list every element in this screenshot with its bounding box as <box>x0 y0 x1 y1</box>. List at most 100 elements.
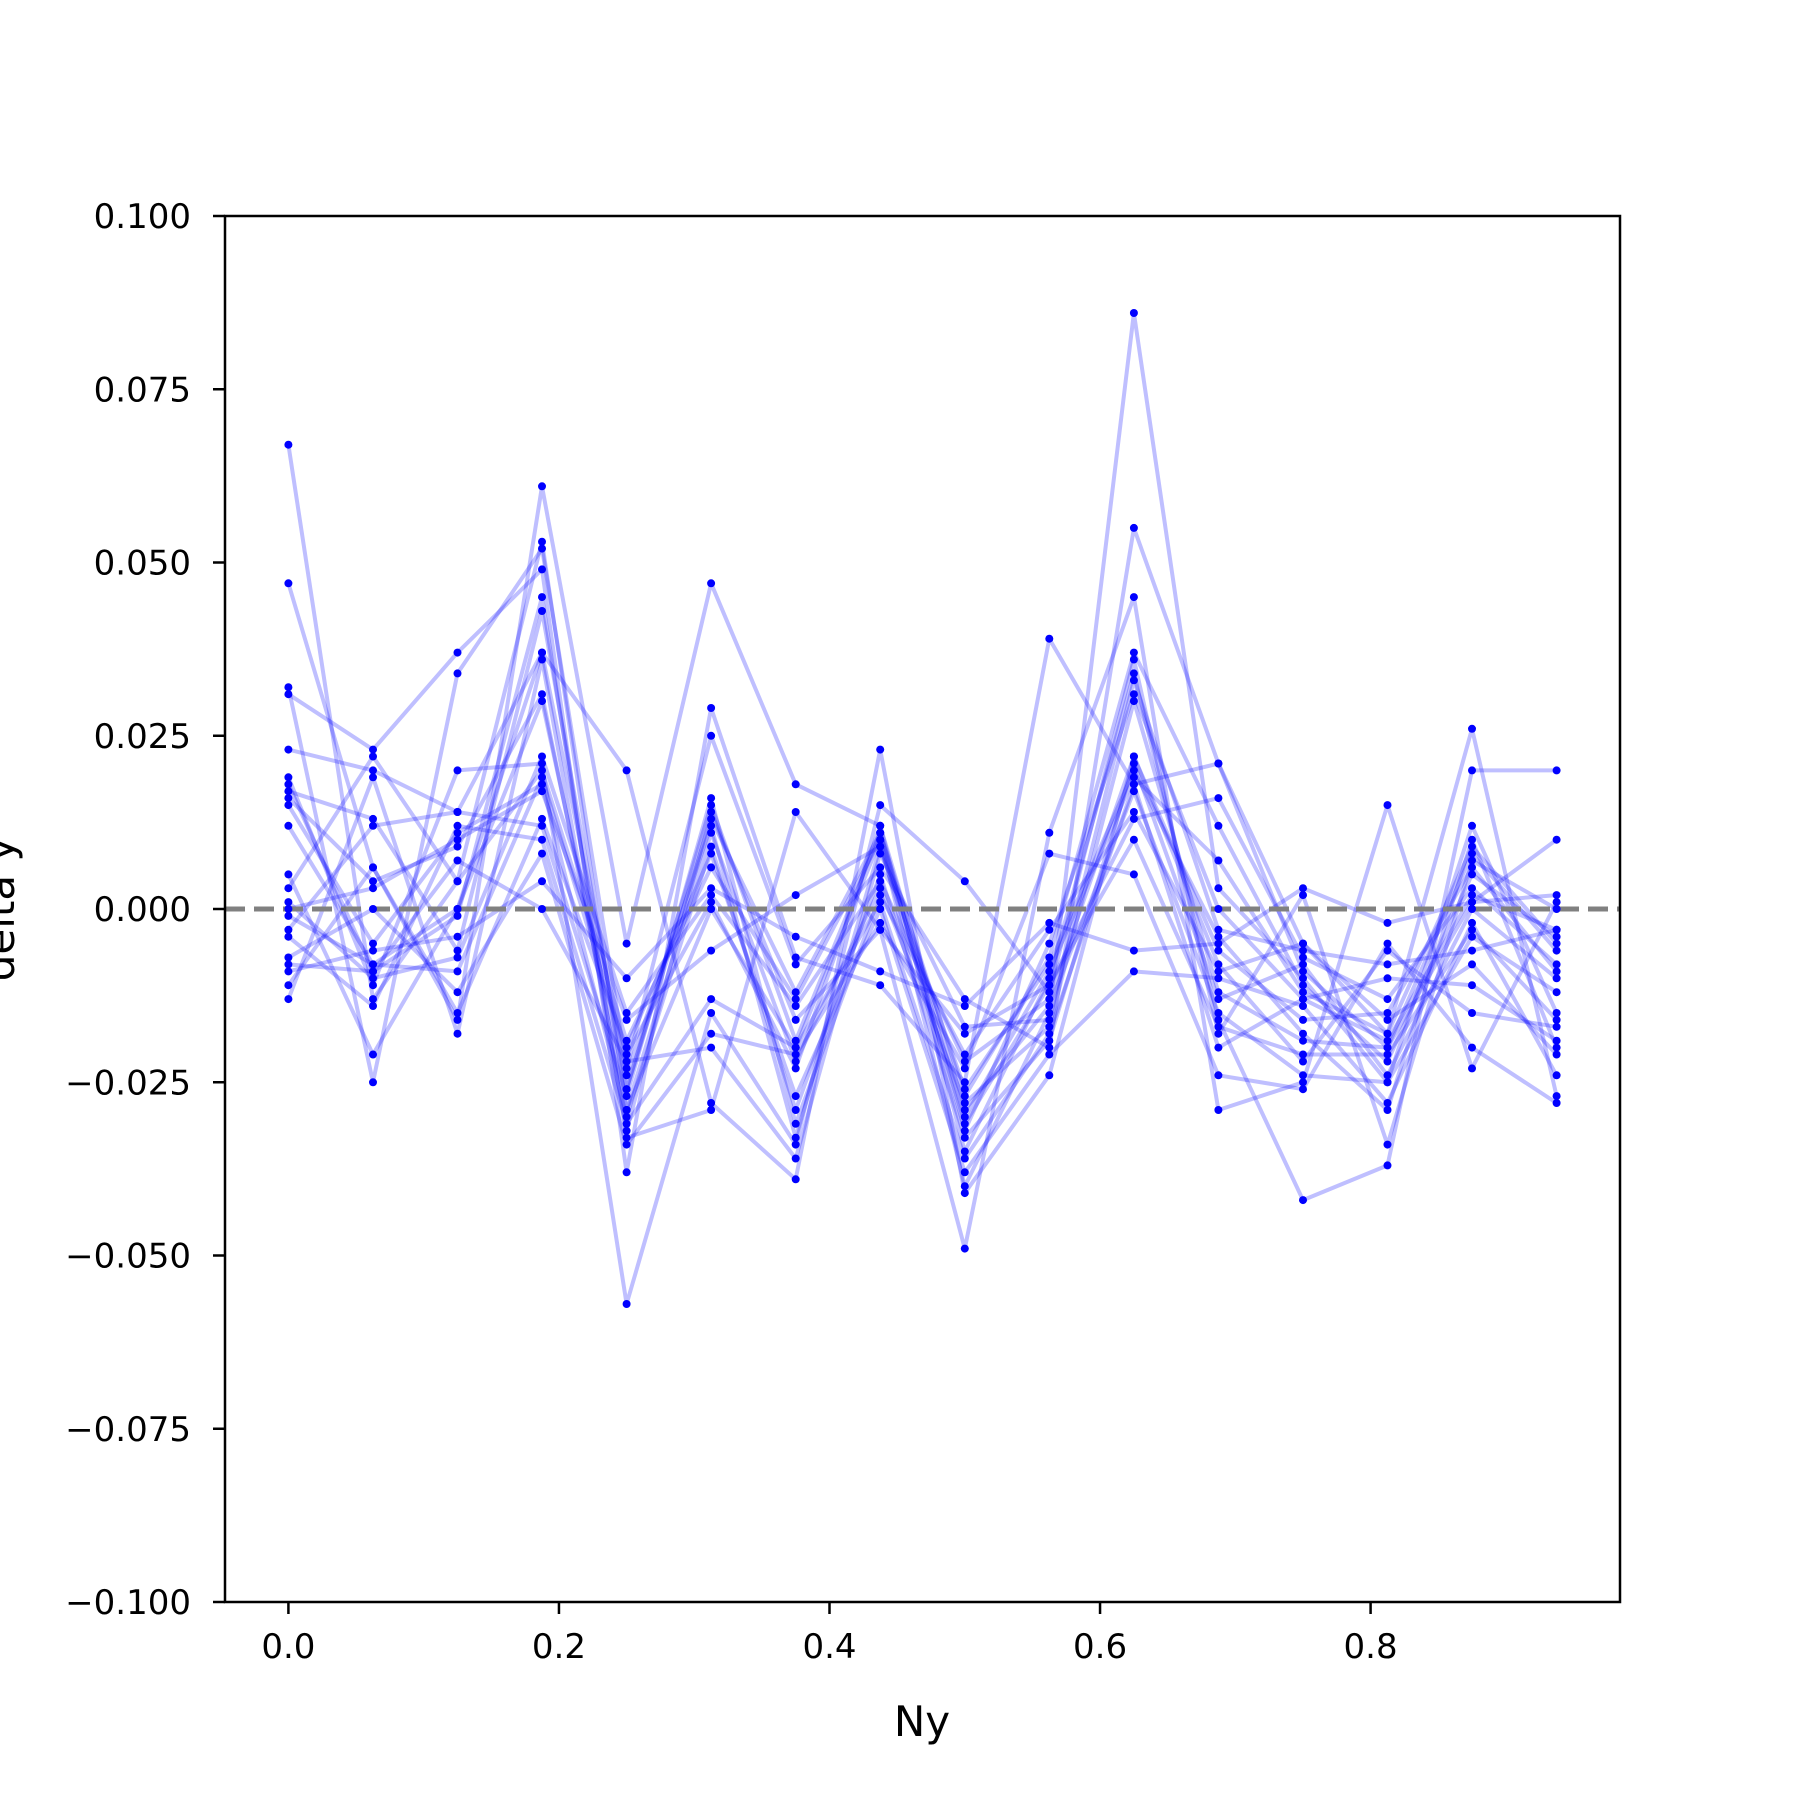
data-point <box>1468 905 1476 913</box>
data-point <box>1468 1064 1476 1073</box>
data-point <box>960 1022 969 1031</box>
y-tick-label: 0.025 <box>94 717 191 757</box>
data-point <box>622 1071 631 1080</box>
data-point <box>1045 634 1054 643</box>
y-tick-label: 0.000 <box>94 890 191 930</box>
data-point <box>1045 849 1054 858</box>
data-point <box>622 1009 631 1017</box>
data-point <box>284 870 293 879</box>
data-point <box>538 544 546 553</box>
data-point <box>622 1057 631 1066</box>
data-point <box>369 1002 377 1010</box>
data-point <box>622 1015 631 1024</box>
data-point <box>1383 960 1392 969</box>
data-point <box>791 1119 800 1128</box>
data-point <box>791 1175 800 1184</box>
data-point <box>1129 676 1138 685</box>
data-point <box>1299 1015 1307 1024</box>
data-point <box>1214 939 1223 948</box>
data-point <box>284 953 293 962</box>
data-point <box>1468 842 1476 851</box>
data-point <box>876 835 885 844</box>
data-point <box>1129 773 1138 782</box>
series-line-13 <box>286 754 1559 1119</box>
data-point <box>453 835 462 844</box>
data-point <box>369 877 377 886</box>
data-point <box>1045 1015 1054 1024</box>
data-point <box>284 745 293 754</box>
data-point <box>284 579 293 588</box>
data-point <box>707 808 716 816</box>
data-point <box>1129 648 1138 657</box>
data-point <box>1552 932 1561 941</box>
data-point <box>538 877 546 886</box>
data-point <box>876 898 885 907</box>
data-point <box>960 1182 969 1191</box>
data-point <box>453 669 462 678</box>
x-axis: 0.0 0.2 0.4 0.6 0.8 <box>261 1602 1398 1667</box>
data-point <box>453 842 462 851</box>
data-point <box>1552 905 1561 913</box>
data-point <box>1045 1043 1054 1052</box>
data-point <box>1299 995 1307 1004</box>
data-point <box>538 565 546 574</box>
y-axis: 0.100 0.075 0.050 0.025 0.000 −0.025 −0.050 −0.… <box>65 197 225 1623</box>
data-point <box>369 1050 377 1059</box>
x-tick-label: 0.4 <box>802 1627 856 1667</box>
series-line-18 <box>287 782 1558 1161</box>
data-point <box>876 925 885 934</box>
marker-layer <box>284 309 1561 1308</box>
data-point <box>538 849 546 858</box>
data-point <box>1299 1029 1307 1038</box>
data-point <box>622 1133 631 1142</box>
series-line-2 <box>286 484 1557 1203</box>
data-point <box>1214 1106 1223 1114</box>
data-point <box>1129 870 1138 879</box>
data-point <box>453 1029 462 1038</box>
data-point <box>1129 967 1138 976</box>
data-point <box>1383 1009 1392 1017</box>
data-point <box>284 925 293 934</box>
data-point <box>453 821 462 830</box>
data-point <box>453 932 462 941</box>
data-point <box>1468 884 1476 893</box>
data-point <box>791 1015 800 1024</box>
data-point <box>876 884 885 893</box>
data-point <box>453 1015 462 1024</box>
data-point <box>1383 939 1392 948</box>
data-point <box>1129 523 1138 532</box>
data-point <box>1299 1071 1307 1080</box>
data-point <box>1552 1071 1561 1080</box>
data-point <box>1129 814 1138 823</box>
y-tick-label: −0.050 <box>65 1237 191 1277</box>
data-point <box>1214 1009 1223 1017</box>
data-point <box>707 821 716 830</box>
data-point <box>1468 981 1476 990</box>
data-point <box>791 891 800 900</box>
data-point <box>876 870 885 879</box>
data-point <box>1383 1029 1392 1038</box>
data-point <box>1552 1036 1561 1045</box>
data-point <box>1214 856 1223 865</box>
data-point <box>707 995 716 1004</box>
data-point <box>1214 884 1223 893</box>
series-line-17 <box>286 796 1559 1126</box>
data-point <box>1045 953 1054 962</box>
data-point <box>791 1043 800 1052</box>
data-point <box>1045 925 1054 934</box>
data-point <box>622 1106 631 1114</box>
data-point <box>1299 974 1307 983</box>
data-point <box>369 905 377 913</box>
data-point <box>791 808 800 816</box>
data-point <box>1129 593 1138 602</box>
data-point <box>538 690 546 699</box>
data-point <box>707 863 716 872</box>
data-point <box>453 967 462 976</box>
data-point <box>791 995 800 1004</box>
data-point <box>960 1154 969 1163</box>
data-point <box>1214 821 1223 830</box>
data-point <box>960 1112 969 1121</box>
data-point <box>622 974 631 983</box>
data-point <box>622 1126 631 1135</box>
data-point <box>1383 801 1392 810</box>
